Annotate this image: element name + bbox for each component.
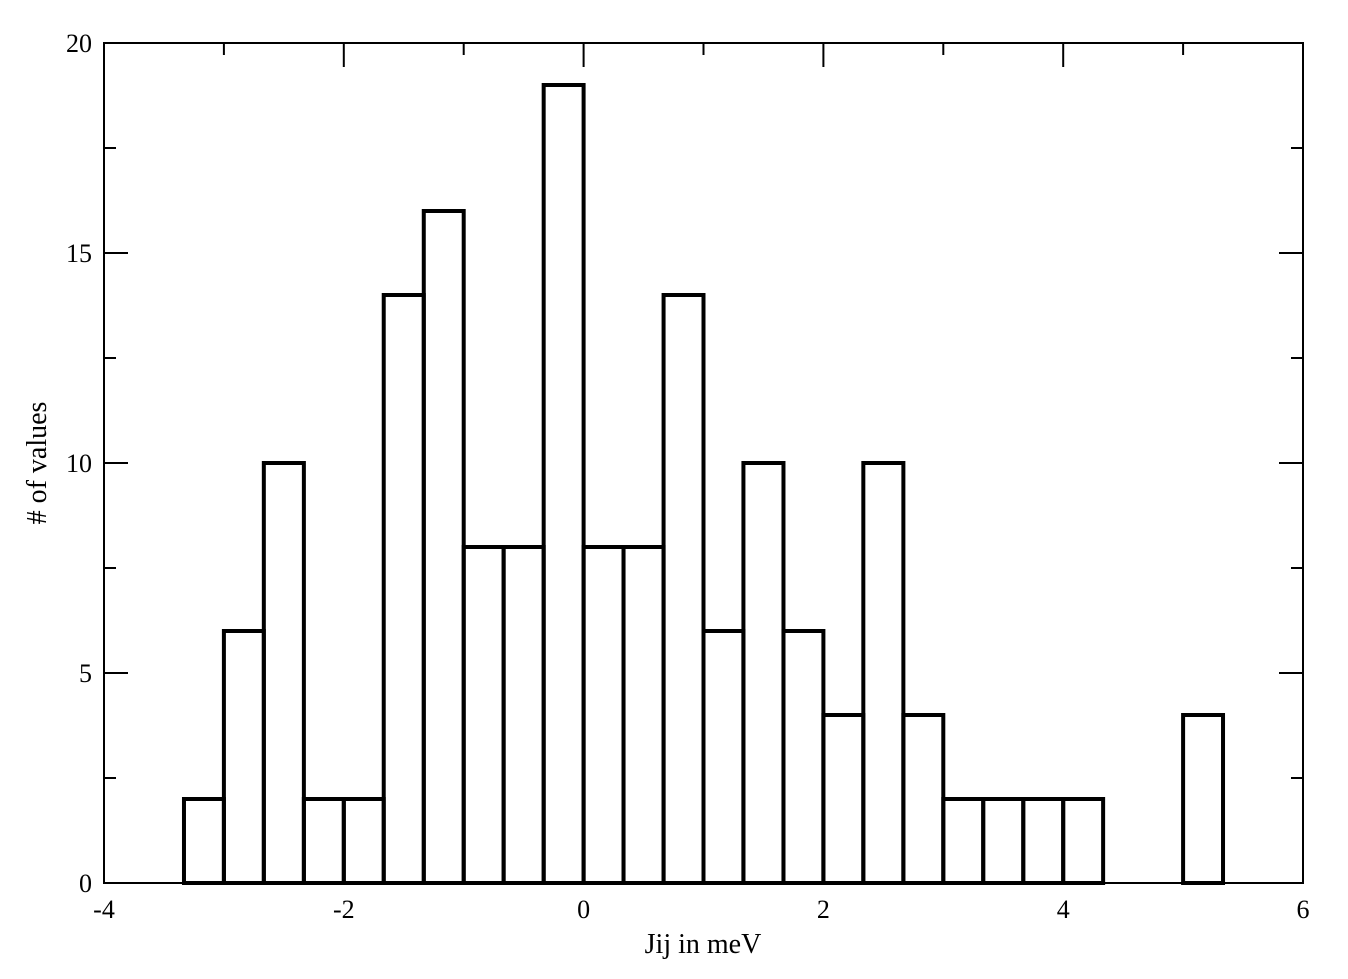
histogram-bar (541, 83, 586, 885)
x-tick-label: -4 (93, 895, 115, 924)
histogram-bar (181, 797, 226, 885)
histogram-bar (1181, 713, 1226, 885)
histogram-bar (261, 461, 306, 885)
x-tick-label: 6 (1297, 895, 1310, 924)
histogram-bar (381, 293, 426, 885)
bars-group (181, 83, 1226, 885)
histogram-bar (941, 797, 986, 885)
x-axis-title: Jij in meV (645, 929, 762, 960)
histogram-bar (901, 713, 946, 885)
histogram-bar (821, 713, 866, 885)
y-tick-label: 5 (79, 659, 92, 688)
histogram-bar (701, 629, 746, 885)
histogram-bar (1021, 797, 1066, 885)
y-axis-title: # of values (22, 402, 53, 525)
y-tick-label: 20 (66, 29, 92, 58)
y-tick-label: 15 (66, 239, 92, 268)
x-tick-label: 4 (1057, 895, 1070, 924)
x-tick-label: 0 (577, 895, 590, 924)
ticks-group (103, 42, 1304, 884)
histogram-bar (861, 461, 906, 885)
histogram-bar (621, 545, 666, 885)
histogram-bar (981, 797, 1026, 885)
histogram-bar (341, 797, 386, 885)
y-tick-labels: 0 5 10 15 20 (66, 29, 92, 898)
histogram-bar (301, 797, 346, 885)
histogram-bar (741, 461, 786, 885)
x-tick-label: -2 (333, 895, 355, 924)
histogram-bar (501, 545, 546, 885)
histogram-bar (661, 293, 706, 885)
histogram-bar (221, 629, 266, 885)
y-tick-label: 10 (66, 449, 92, 478)
histogram-bar (461, 545, 506, 885)
x-tick-label: 2 (817, 895, 830, 924)
histogram-bar (581, 545, 626, 885)
histogram-bar (421, 209, 466, 885)
histogram-bar (781, 629, 826, 885)
histogram-bar (1061, 797, 1106, 885)
y-tick-label: 0 (79, 869, 92, 898)
x-tick-labels: -4 -2 0 2 4 6 (93, 895, 1309, 924)
